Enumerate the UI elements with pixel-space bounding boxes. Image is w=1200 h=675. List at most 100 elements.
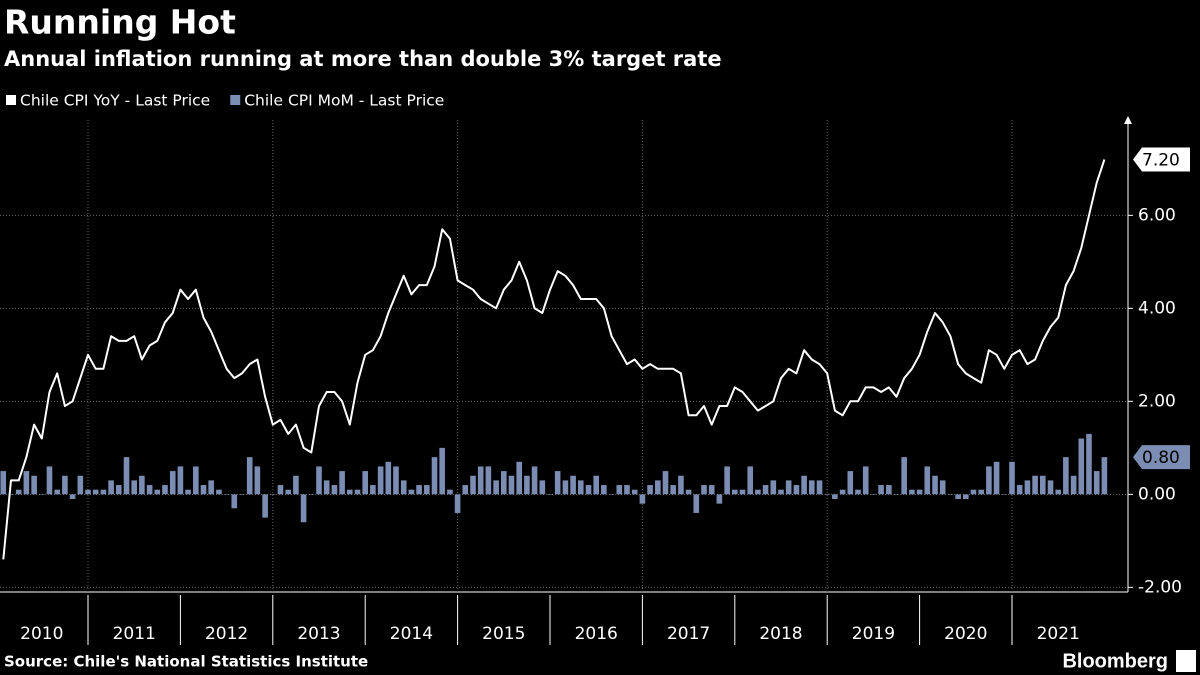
bar (824, 494, 830, 495)
bar (123, 457, 130, 495)
bar (162, 485, 168, 495)
source: Source: Chile's National Statistics Inst… (4, 653, 368, 671)
bar (377, 466, 384, 495)
bar (277, 485, 284, 495)
bar (462, 485, 469, 495)
bar (216, 489, 222, 495)
bar (1070, 475, 1077, 495)
bar (963, 494, 969, 499)
bar (92, 489, 99, 495)
bar (639, 494, 646, 504)
bar (39, 494, 45, 495)
bar (185, 489, 191, 495)
bar (616, 485, 623, 495)
bar (262, 494, 268, 518)
bar (8, 494, 14, 495)
bar (308, 494, 315, 495)
bar (1063, 457, 1069, 495)
bar (454, 494, 461, 513)
bar (85, 489, 91, 495)
bar (1055, 489, 1061, 495)
bar (839, 489, 846, 495)
value-tag-label: 0.80 (1142, 448, 1180, 468)
value-tag (1133, 445, 1190, 470)
bar (508, 475, 515, 495)
bar (424, 485, 430, 495)
bar (393, 466, 399, 495)
bar (223, 494, 230, 495)
bar (23, 471, 30, 495)
bar (770, 480, 777, 495)
bar (855, 489, 861, 495)
legend-label: Chile CPI MoM - Last Price (244, 92, 444, 110)
bar (524, 475, 530, 495)
bar (593, 475, 599, 495)
bar (100, 489, 107, 495)
bar (893, 494, 900, 495)
bar (547, 494, 553, 495)
bar (608, 494, 615, 495)
bar (300, 494, 307, 523)
bar (370, 485, 376, 495)
bar (69, 494, 76, 499)
bar (670, 485, 676, 495)
chart-subtitle: Annual inflation running at more than do… (4, 47, 722, 71)
bar (385, 461, 392, 495)
bar (293, 475, 299, 495)
y-tick-label: 4.00 (1138, 298, 1176, 318)
bar (108, 480, 114, 495)
x-tick-label: 2010 (20, 624, 63, 644)
bar (755, 489, 761, 495)
value-tag-label: 7.20 (1142, 151, 1180, 171)
x-tick-label: 2021 (1037, 624, 1080, 644)
bar (331, 485, 338, 495)
axis-arrow (1124, 116, 1132, 124)
bar (708, 485, 715, 495)
bar (339, 471, 345, 495)
bar (1009, 461, 1015, 495)
bar (808, 480, 815, 495)
brand-icon (1176, 650, 1196, 672)
bar (986, 466, 992, 495)
bar (793, 485, 800, 495)
bar (801, 475, 807, 495)
x-tick-label: 2018 (759, 624, 802, 644)
bar (362, 471, 368, 495)
bar (231, 494, 238, 509)
bar (631, 489, 638, 495)
bar (762, 485, 769, 495)
bar (939, 480, 946, 495)
bar (408, 489, 415, 495)
bar (901, 457, 907, 495)
bar (624, 485, 630, 495)
bar (200, 485, 207, 495)
bar (778, 489, 784, 495)
bar (685, 489, 692, 495)
bar (115, 485, 122, 495)
bar (847, 471, 854, 495)
y-tick-label: -2.00 (1138, 577, 1182, 597)
bar (577, 480, 584, 495)
bar (354, 489, 361, 495)
bar (400, 480, 407, 495)
bar (1001, 494, 1008, 495)
legend-swatch (230, 95, 241, 105)
bar (470, 475, 476, 495)
bar (955, 494, 961, 499)
x-tick-label: 2011 (113, 624, 156, 644)
x-tick-label: 2014 (390, 624, 433, 644)
x-tick-label: 2019 (852, 624, 895, 644)
bar (501, 471, 507, 495)
line (2, 159, 1106, 560)
bar (239, 494, 245, 495)
y-tick-label: 0.00 (1138, 484, 1176, 504)
x-tick-label: 2012 (205, 624, 248, 644)
x-tick-label: 2016 (575, 624, 618, 644)
y-tick-label: 2.00 (1138, 391, 1176, 411)
bar (46, 466, 53, 495)
bar (131, 480, 137, 495)
bar (655, 480, 661, 495)
bar (146, 485, 153, 495)
